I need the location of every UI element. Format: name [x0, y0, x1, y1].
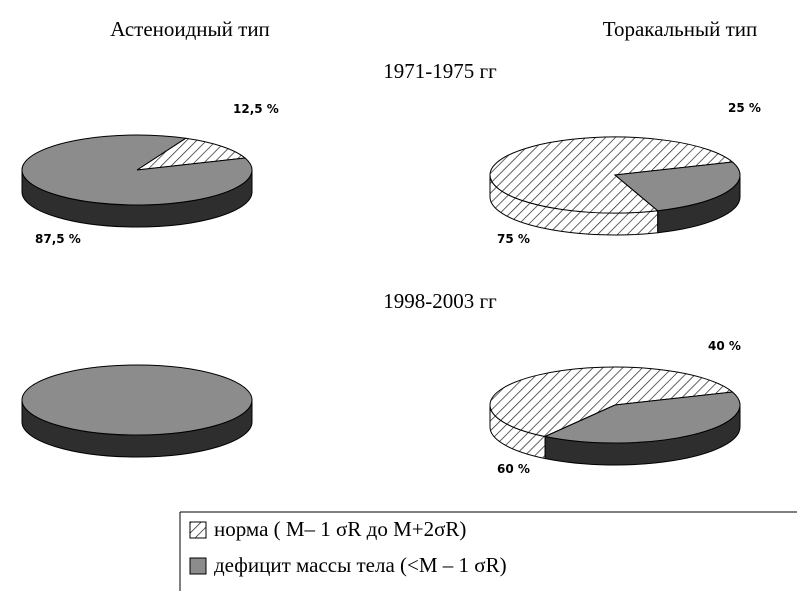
- value-label: 60 %: [497, 462, 530, 476]
- pie-slice: [21, 134, 253, 206]
- column-title: Астеноидный тип: [110, 17, 270, 41]
- pie-slice: [613, 161, 741, 212]
- pie-slice: [489, 366, 734, 438]
- pie-slice: [136, 137, 247, 171]
- pie-slice: [21, 364, 253, 436]
- legend-label: норма ( M– 1 σR до M+2σR): [214, 517, 466, 541]
- legend-label: дефицит массы тела (<M – 1 σR): [214, 553, 507, 577]
- column-title: Торакальный тип: [603, 17, 758, 41]
- value-label: 75 %: [497, 232, 530, 246]
- pie-slice: [543, 391, 741, 444]
- period-title: 1998-2003 гг: [383, 289, 497, 313]
- value-label: 25 %: [728, 101, 761, 115]
- value-label: 87,5 %: [35, 232, 81, 246]
- period-title: 1971-1975 гг: [383, 59, 497, 83]
- value-label: 12,5 %: [233, 102, 279, 116]
- value-label: 40 %: [708, 339, 741, 353]
- legend-swatch: [189, 557, 207, 575]
- pie-slice: [489, 136, 734, 214]
- legend-swatch: [189, 521, 207, 539]
